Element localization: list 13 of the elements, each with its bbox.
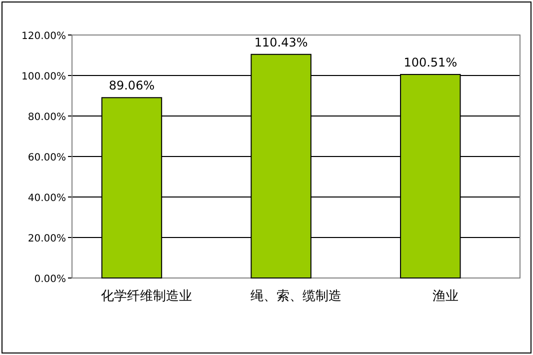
y-tick-label: 120.00% (22, 31, 66, 42)
y-tick-label: 80.00% (28, 112, 66, 123)
data-label: 89.06% (108, 78, 155, 93)
data-label: 110.43% (254, 35, 308, 50)
y-tick-label: 0.00% (34, 274, 66, 285)
y-tick-label: 40.00% (28, 193, 66, 204)
y-tick-label: 100.00% (22, 72, 66, 82)
y-tick-label: 60.00% (28, 152, 66, 164)
x-tick-label: 渔业 (432, 289, 458, 304)
data-label: 100.51% (404, 55, 458, 70)
x-tick-label: 化学纤维制造业 (101, 289, 192, 304)
y-tick-label: 20.00% (28, 234, 66, 244)
x-tick-label: 绳、索、缆制造 (250, 289, 342, 304)
